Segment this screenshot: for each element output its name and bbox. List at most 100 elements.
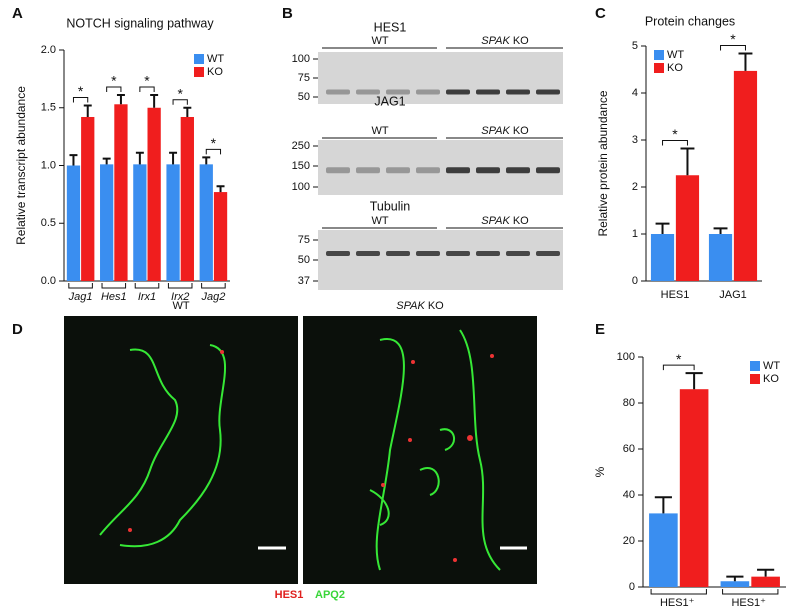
blot-band [416, 251, 440, 256]
error-bar [202, 156, 211, 165]
significance-bracket [172, 99, 188, 105]
stain-label: HES1 [275, 589, 304, 601]
significance-bracket [720, 45, 746, 51]
bar [213, 192, 228, 281]
error-bar [726, 575, 744, 582]
blot-band [446, 167, 470, 174]
y-tick-label: 60 [623, 443, 635, 455]
bar [114, 104, 128, 281]
panel-label: E [595, 321, 605, 338]
significance-star: * [730, 31, 736, 47]
blot-band [446, 251, 470, 256]
group-bracket [68, 283, 93, 289]
significance-star: * [672, 126, 678, 142]
error-bar [169, 151, 178, 165]
y-tick-label: 0 [632, 275, 638, 287]
blot-band [536, 89, 560, 95]
blot-band [326, 251, 350, 256]
legend-swatch [654, 63, 664, 73]
blot-panel: JAG1 WT SPAK KO 250 150 100 [292, 94, 563, 195]
error-bar [757, 568, 775, 577]
chart: Protein changes Relative protein abundanc… [596, 14, 762, 301]
bar [679, 389, 709, 587]
x-tick-label: HES1 [661, 289, 690, 301]
blot-band [506, 251, 530, 256]
y-tick-label: 3 [632, 134, 638, 146]
blot-band [416, 89, 440, 95]
panel-label: A [12, 5, 23, 22]
y-tick-label: 20 [623, 535, 635, 547]
y-tick-label: 40 [623, 489, 635, 501]
group-bracket [134, 283, 160, 289]
mw-marker: 100 [292, 181, 310, 193]
membrane-stain [375, 338, 405, 571]
group-label: WT [371, 125, 388, 137]
group-bracket [167, 283, 193, 289]
blot-membrane [318, 230, 563, 290]
blot-band [536, 251, 560, 256]
error-bar [655, 222, 670, 234]
bar [751, 576, 780, 587]
membrane-stain [99, 348, 179, 536]
error-bar [83, 104, 92, 117]
error-bar [135, 151, 144, 165]
bar [66, 165, 81, 281]
significance-bracket [72, 96, 89, 103]
blot-band [356, 89, 380, 95]
legend-swatch [750, 374, 760, 384]
blot-panel: Tubulin WT SPAK KO 75 50 37 [298, 199, 563, 290]
group-label: SPAK KO [481, 215, 529, 227]
blot-band [386, 251, 410, 256]
mw-marker: 250 [292, 140, 310, 152]
blot-band [446, 89, 470, 95]
blot-band [386, 167, 410, 174]
group-label: WT [371, 35, 388, 47]
legend-label: WT [667, 49, 684, 61]
legend-swatch [194, 67, 204, 77]
significance-bracket [205, 148, 222, 155]
y-tick-label: 5 [632, 40, 638, 52]
chart-title: NOTCH signaling pathway [66, 16, 214, 30]
mw-marker: 50 [298, 91, 310, 103]
significance-star: * [111, 73, 117, 89]
legend-label: WT [207, 53, 224, 65]
legend-swatch [194, 54, 204, 64]
blot-band [326, 89, 350, 95]
y-tick-label: 2 [632, 181, 638, 193]
blot-band [506, 89, 530, 95]
legend-swatch [654, 50, 664, 60]
x-tick-label: Irx1 [138, 291, 156, 303]
y-axis-label: % [593, 466, 607, 477]
error-bar [738, 52, 753, 71]
blot-label: HES1 [374, 20, 407, 34]
error-bar [102, 157, 111, 165]
panel-label: C [595, 5, 606, 22]
micrograph-label: SPAK KO [396, 300, 444, 312]
legend-label: WT [763, 360, 780, 372]
y-axis-label: Relative protein abundance [596, 90, 610, 236]
error-bar [183, 106, 192, 117]
group-bracket [650, 589, 707, 595]
legend-label: KO [667, 62, 683, 74]
y-tick-label: 100 [617, 351, 635, 363]
legend-label: KO [763, 373, 779, 385]
bar [199, 164, 213, 281]
panel-label: B [282, 5, 293, 22]
significance-bracket [662, 364, 695, 371]
stain-label: APQ2 [315, 589, 345, 601]
bar [133, 164, 147, 281]
error-bar [685, 372, 703, 390]
error-bar [216, 185, 225, 193]
blot-membrane [318, 52, 563, 104]
bar [650, 234, 675, 281]
bar [720, 581, 750, 587]
blot-band [356, 251, 380, 256]
blot-band [476, 89, 500, 95]
micrograph-wt [64, 316, 298, 584]
bar [180, 116, 194, 282]
x-tick-label: Irx2 [171, 291, 189, 303]
blot-band [386, 89, 410, 95]
